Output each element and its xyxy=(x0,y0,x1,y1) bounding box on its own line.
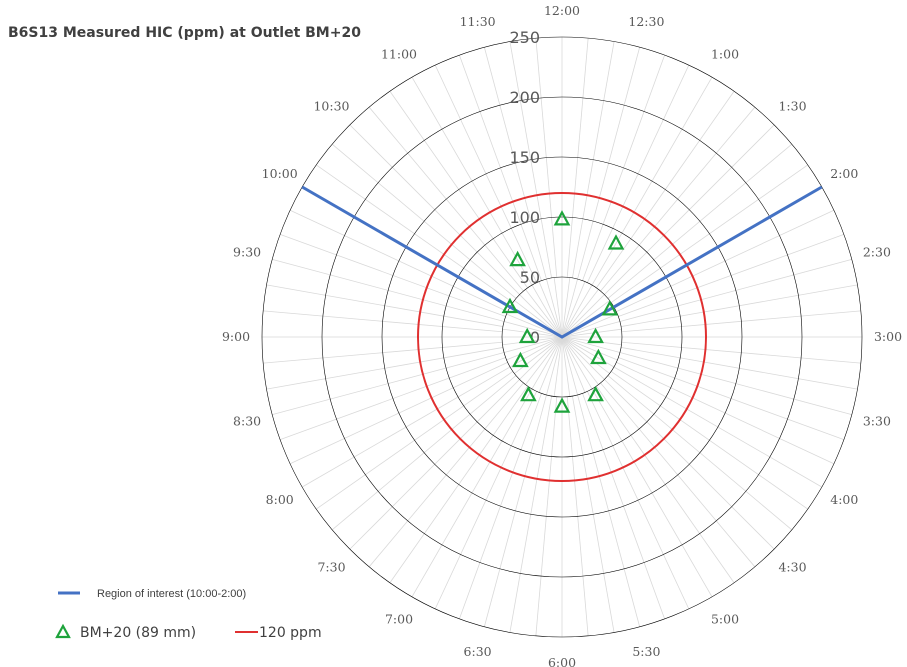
inner-spoke xyxy=(519,294,563,338)
clock-label: 3:00 xyxy=(874,329,902,344)
inner-spoke xyxy=(553,336,563,397)
clock-label: 10:30 xyxy=(313,99,349,114)
data-point-triangle xyxy=(601,300,619,316)
inner-spoke xyxy=(561,281,586,338)
clock-label: 12:30 xyxy=(628,14,664,29)
inner-spoke xyxy=(506,336,563,361)
radial-tick-labels: 0 50 100 150 200 250 xyxy=(509,28,540,347)
radial-tick-label: 100 xyxy=(509,208,540,227)
inner-spoke xyxy=(561,278,578,338)
radial-tick-label: 200 xyxy=(509,88,540,107)
clock-label: 12:00 xyxy=(544,3,580,18)
clock-label: 8:30 xyxy=(233,413,261,428)
inner-spoke xyxy=(519,336,563,380)
inner-spoke xyxy=(561,336,599,385)
data-point-triangle xyxy=(501,297,519,314)
data-point-triangle xyxy=(553,210,571,226)
inner-spoke xyxy=(561,321,621,338)
data-point-triangle xyxy=(553,397,571,413)
region-of-interest-line xyxy=(301,185,823,339)
data-point-triangle xyxy=(590,348,607,365)
clock-label: 7:00 xyxy=(385,611,413,626)
clock-label: 9:30 xyxy=(233,245,261,260)
clock-label: 1:00 xyxy=(711,47,739,62)
inner-spoke xyxy=(531,284,563,338)
radial-ring xyxy=(441,216,683,458)
threshold-circle xyxy=(417,192,707,482)
data-point-triangle xyxy=(607,234,625,250)
inner-spoke xyxy=(502,328,563,338)
data-point-triangle xyxy=(512,351,529,368)
inner-spoke xyxy=(561,277,571,338)
threshold-circle-group xyxy=(417,192,707,482)
clock-labels: 12:00 12:30 1:00 1:30 2:00 2:30 3:00 3:30 4:00 4:… xyxy=(222,3,902,667)
legend-region-label: Region of interest (10:00-2:00) xyxy=(97,588,246,600)
inner-spoke xyxy=(553,277,563,338)
data-point-triangle xyxy=(509,250,526,267)
clock-label: 1:30 xyxy=(778,99,806,114)
clock-label: 5:00 xyxy=(711,611,739,626)
chart-title: B6S13 Measured HIC (ppm) at Outlet BM+20 xyxy=(8,25,361,41)
inner-spoke xyxy=(561,336,605,380)
clock-label: 4:00 xyxy=(830,492,858,507)
inner-spoke xyxy=(561,328,622,338)
inner-spoke xyxy=(561,294,605,338)
data-markers xyxy=(501,210,625,413)
inner-spoke xyxy=(538,281,563,338)
radial-tick-label: 50 xyxy=(520,268,540,287)
inner-spoke xyxy=(561,336,621,353)
clock-label: 2:00 xyxy=(830,166,858,181)
inner-spoke xyxy=(525,336,563,385)
inner-spoke xyxy=(509,336,563,368)
data-point-triangle xyxy=(587,327,604,344)
data-point-triangle xyxy=(520,385,537,402)
inner-spoke xyxy=(546,336,563,396)
inner-spoke xyxy=(538,336,563,393)
inner-spoke xyxy=(561,336,578,396)
clock-label: 6:30 xyxy=(464,644,492,659)
inner-spoke xyxy=(561,284,593,338)
data-point-triangle xyxy=(587,385,604,402)
inner-spoke xyxy=(525,289,563,338)
radial-tick-label: 0 xyxy=(530,328,540,347)
inner-spoke xyxy=(561,289,599,338)
inner-spoke xyxy=(561,336,610,374)
clock-label: 7:30 xyxy=(317,560,345,575)
radial-ring xyxy=(321,96,803,578)
inner-spoke xyxy=(503,336,563,353)
radial-rings xyxy=(261,36,863,638)
inner-spoke xyxy=(561,336,593,390)
radial-ring xyxy=(501,276,623,398)
clock-label: 4:30 xyxy=(778,560,806,575)
inner-spoke xyxy=(546,278,563,338)
clock-label: 10:00 xyxy=(262,166,298,181)
legend: Region of interest (10:00-2:00) BM+20 (8… xyxy=(55,588,322,641)
clock-label: 2:30 xyxy=(863,245,891,260)
clock-label: 9:00 xyxy=(222,329,250,344)
legend-bm-label: BM+20 (89 mm) xyxy=(80,625,196,641)
inner-spoke xyxy=(561,336,618,361)
clock-label: 8:00 xyxy=(266,492,294,507)
radial-tick-label: 250 xyxy=(509,28,540,47)
legend-ppm-label: 120 ppm xyxy=(259,625,322,641)
inner-spoke xyxy=(561,336,571,397)
inner-spoke xyxy=(561,336,586,393)
clock-label: 5:30 xyxy=(632,644,660,659)
clock-label: 6:00 xyxy=(548,655,576,667)
clock-label: 11:30 xyxy=(460,14,496,29)
clock-label: 11:00 xyxy=(381,47,417,62)
clock-label: 3:30 xyxy=(863,413,891,428)
radial-ring xyxy=(261,36,863,638)
inner-spoke xyxy=(531,336,563,390)
region-of-interest-rays xyxy=(301,185,823,339)
radial-ring xyxy=(381,156,743,518)
inner-spoke xyxy=(514,336,563,374)
data-point-triangle xyxy=(518,327,536,344)
radial-tick-label: 150 xyxy=(509,148,540,167)
inner-spoke xyxy=(503,321,563,338)
legend-triangle-icon xyxy=(55,623,71,639)
